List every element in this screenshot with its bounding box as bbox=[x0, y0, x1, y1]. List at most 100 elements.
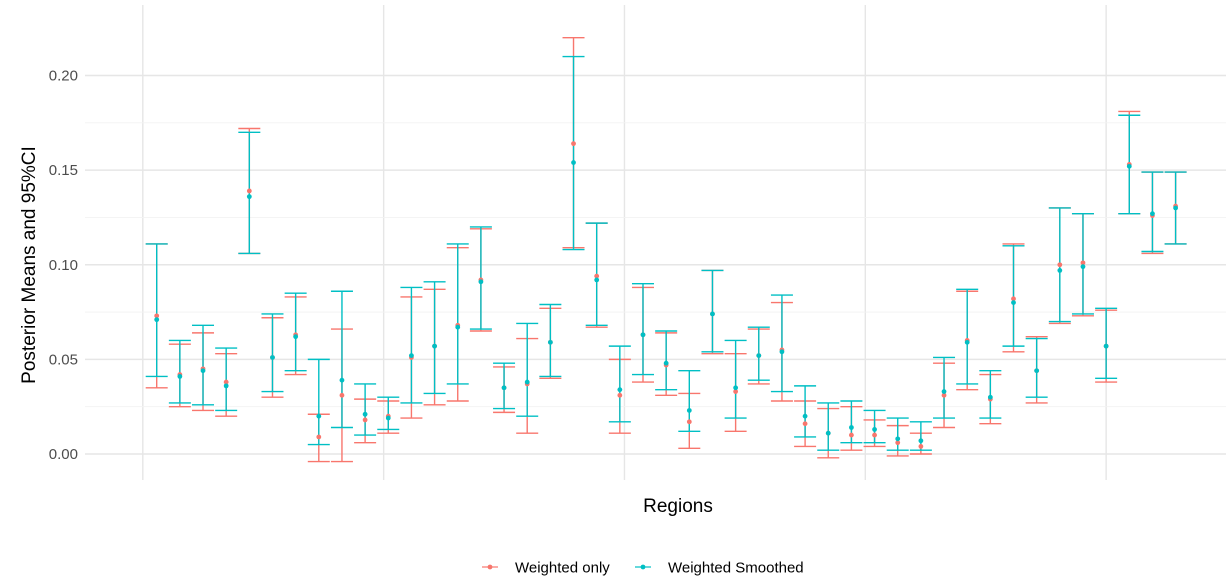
legend-key-point bbox=[487, 564, 493, 570]
data-point bbox=[571, 141, 576, 147]
errorbar bbox=[261, 313, 284, 393]
data-point bbox=[1011, 300, 1016, 305]
errorbar bbox=[724, 339, 747, 419]
errorbar bbox=[956, 288, 979, 385]
data-point bbox=[733, 385, 739, 391]
data-point bbox=[849, 425, 854, 430]
data-point bbox=[825, 430, 831, 436]
x-axis-title: Regions bbox=[643, 496, 713, 517]
data-point bbox=[941, 392, 947, 398]
data-point bbox=[339, 377, 345, 383]
errorbar bbox=[979, 370, 1002, 419]
data-point bbox=[154, 313, 160, 319]
errorbar bbox=[817, 402, 840, 451]
y-tick-label: 0.00 bbox=[49, 446, 78, 463]
legend-label: Weighted only bbox=[515, 560, 610, 577]
errorbar bbox=[631, 282, 654, 376]
data-point bbox=[316, 413, 322, 419]
series-weighted-only-errorbars bbox=[145, 36, 1187, 463]
errorbar bbox=[794, 385, 817, 438]
data-point bbox=[316, 434, 322, 440]
errorbar bbox=[701, 269, 724, 353]
y-tick-label: 0.10 bbox=[49, 257, 78, 274]
data-point bbox=[1057, 268, 1063, 273]
data-point bbox=[779, 349, 785, 355]
data-point bbox=[1080, 260, 1086, 266]
errorbar bbox=[446, 243, 469, 385]
data-point bbox=[918, 444, 924, 449]
errorbar bbox=[377, 396, 400, 431]
data-point bbox=[293, 334, 299, 340]
data-point bbox=[455, 324, 461, 330]
legend: Weighted only Weighted Smoothed bbox=[482, 560, 804, 577]
data-point bbox=[1034, 368, 1040, 374]
errorbar bbox=[192, 324, 215, 406]
data-point bbox=[941, 389, 947, 394]
legend-key-point bbox=[640, 564, 646, 570]
data-point bbox=[964, 339, 970, 345]
errorbar bbox=[400, 286, 423, 404]
errorbar bbox=[215, 347, 238, 412]
data-point bbox=[571, 160, 576, 165]
data-point bbox=[872, 432, 877, 438]
data-point bbox=[849, 432, 854, 438]
y-tick-label: 0.20 bbox=[49, 68, 78, 85]
errorbar bbox=[1095, 307, 1118, 379]
data-point bbox=[640, 332, 646, 338]
data-point bbox=[223, 383, 229, 389]
legend-item-weighted-only: Weighted only bbox=[482, 560, 610, 577]
data-point bbox=[710, 311, 715, 317]
point-layer bbox=[154, 141, 1178, 449]
data-point bbox=[1150, 211, 1155, 217]
errorbar bbox=[1002, 245, 1025, 347]
errorbar bbox=[307, 358, 330, 446]
data-point bbox=[200, 368, 206, 374]
errorbar bbox=[1025, 337, 1048, 398]
data-point bbox=[895, 440, 901, 446]
series-weighted-smoothed-points bbox=[154, 160, 1178, 444]
errorbar bbox=[354, 383, 377, 436]
data-point bbox=[1126, 163, 1132, 169]
legend-label: Weighted Smoothed bbox=[668, 560, 804, 577]
data-point bbox=[409, 353, 414, 358]
errorbar bbox=[330, 290, 353, 429]
errorbar bbox=[284, 292, 307, 372]
data-point bbox=[617, 387, 623, 393]
errorbar bbox=[608, 345, 631, 423]
data-point bbox=[547, 339, 553, 345]
y-tick-label: 0.05 bbox=[49, 351, 78, 368]
errorbar bbox=[423, 281, 446, 395]
data-point bbox=[802, 413, 808, 419]
data-point bbox=[1057, 262, 1063, 268]
data-point bbox=[385, 415, 391, 421]
data-point bbox=[478, 279, 484, 285]
data-point bbox=[918, 438, 924, 444]
errorbar-layer bbox=[145, 36, 1187, 463]
legend-item-weighted-smoothed: Weighted Smoothed bbox=[635, 560, 804, 577]
errorbar bbox=[655, 330, 678, 391]
data-point bbox=[686, 408, 692, 413]
data-point bbox=[1011, 296, 1016, 302]
data-point bbox=[594, 273, 600, 279]
data-point bbox=[1080, 264, 1086, 270]
data-point bbox=[733, 389, 739, 394]
data-point bbox=[362, 411, 368, 417]
data-point bbox=[177, 374, 183, 379]
data-point bbox=[501, 385, 507, 391]
grid-layer bbox=[85, 5, 1226, 480]
errorbar bbox=[516, 322, 539, 417]
data-point bbox=[1173, 205, 1178, 211]
data-point bbox=[246, 194, 252, 200]
data-point bbox=[895, 436, 901, 442]
data-point bbox=[524, 379, 530, 385]
y-tick-label: 0.15 bbox=[49, 162, 78, 179]
data-point bbox=[987, 394, 993, 400]
data-point bbox=[270, 355, 275, 360]
data-point bbox=[339, 392, 345, 398]
errorbar bbox=[145, 243, 168, 378]
data-point bbox=[154, 317, 160, 323]
y-axis-ticks: 0.00 0.05 0.10 0.15 0.20 bbox=[49, 68, 78, 464]
errorbar bbox=[933, 356, 956, 419]
data-point bbox=[1103, 343, 1109, 349]
